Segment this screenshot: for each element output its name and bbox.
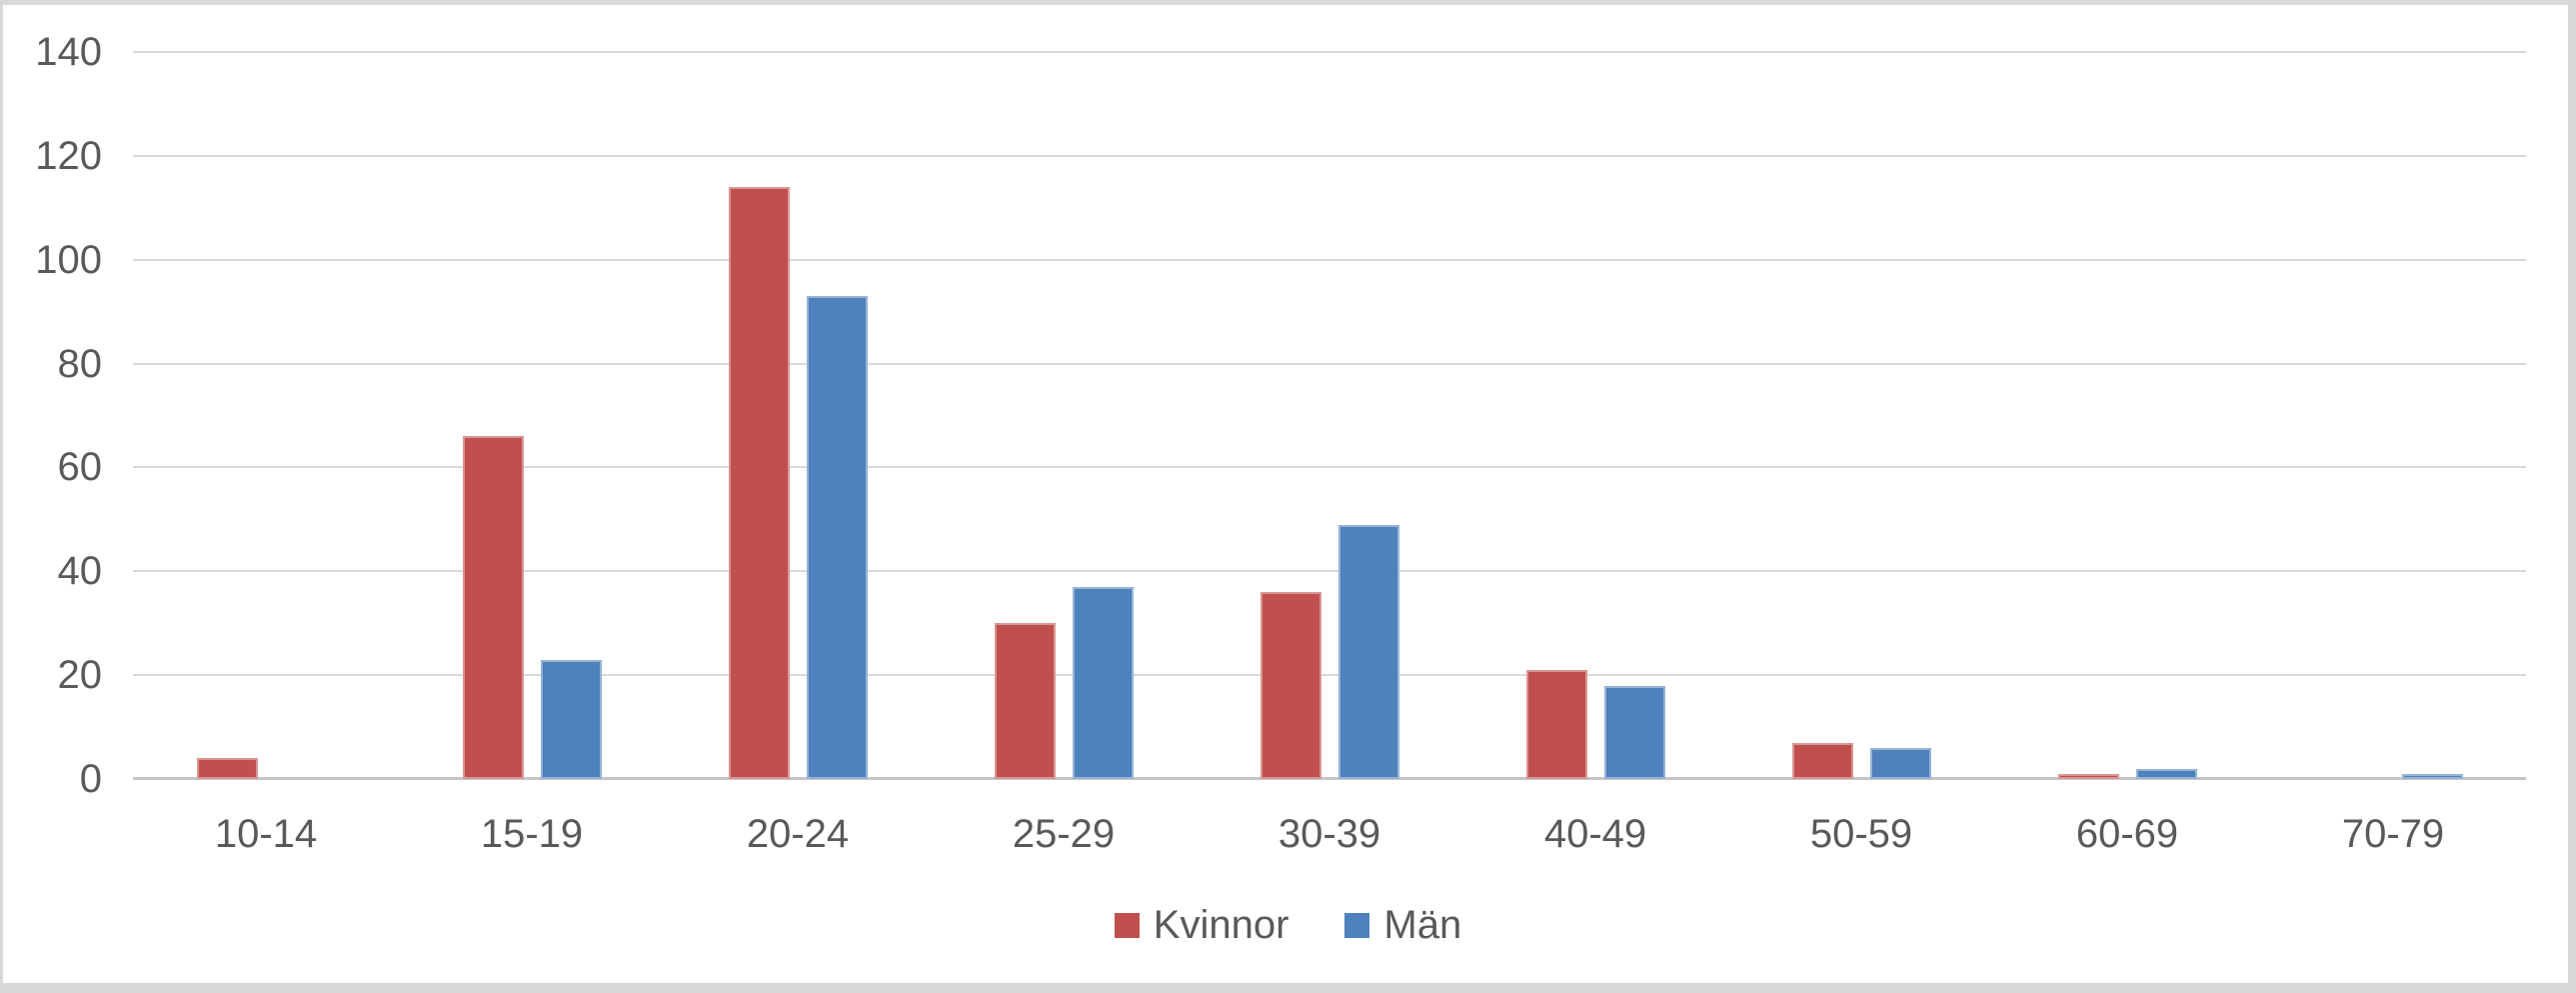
legend-item-man[interactable]: Män	[1344, 903, 1461, 948]
x-tick-label-60-69: 60-69	[2075, 812, 2179, 856]
gridline-120	[133, 154, 2526, 157]
x-tick-label-70-79: 70-79	[2341, 812, 2445, 856]
y-tick-label-0: 0	[79, 757, 102, 801]
bar-män-40-49[interactable]	[1603, 686, 1665, 779]
y-tick-label-100: 100	[35, 237, 102, 282]
bar-kvinnor-10-14[interactable]	[196, 758, 258, 779]
bar-kvinnor-25-29[interactable]	[994, 623, 1056, 779]
x-tick-label-50-59: 50-59	[1809, 812, 1913, 856]
gridline-140	[133, 51, 2526, 53]
bar-män-20-24[interactable]	[806, 296, 868, 779]
legend-swatch-kvinnor-icon	[1114, 913, 1140, 938]
category-slot-60-69	[1994, 52, 2260, 779]
y-tick-label-140: 140	[35, 30, 102, 74]
bar-män-70-79[interactable]	[2401, 774, 2463, 779]
category-slot-20-24	[665, 52, 931, 779]
x-tick-label-15-19: 15-19	[480, 812, 584, 856]
bar-män-30-39[interactable]	[1337, 525, 1399, 779]
bar-kvinnor-20-24[interactable]	[728, 187, 790, 779]
y-tick-label-20: 20	[57, 653, 103, 698]
category-slot-70-79	[2260, 52, 2526, 779]
category-slot-50-59	[1728, 52, 1994, 779]
bar-kvinnor-60-69[interactable]	[2057, 774, 2119, 779]
gridline-80	[133, 362, 2526, 365]
legend-swatch-man-icon	[1344, 913, 1370, 938]
y-tick-label-40: 40	[57, 549, 103, 594]
category-slot-30-39	[1197, 52, 1462, 779]
bar-kvinnor-50-59[interactable]	[1791, 743, 1853, 779]
bar-män-60-69[interactable]	[2135, 769, 2197, 779]
plot-area	[133, 51, 2526, 780]
bar-män-50-59[interactable]	[1869, 748, 1931, 779]
x-tick-label-25-29: 25-29	[1012, 812, 1116, 856]
gridline-60	[133, 466, 2526, 469]
category-slot-25-29	[931, 52, 1197, 779]
category-slot-15-19	[399, 52, 665, 779]
gridline-40	[133, 570, 2526, 573]
category-slot-40-49	[1462, 52, 1728, 779]
x-tick-label-40-49: 40-49	[1543, 812, 1647, 856]
bar-män-25-29[interactable]	[1072, 587, 1134, 779]
legend-item-kvinnor[interactable]: Kvinnor	[1114, 903, 1289, 948]
bar-kvinnor-30-39[interactable]	[1260, 592, 1321, 779]
y-tick-label-120: 120	[35, 133, 102, 178]
x-tick-label-20-24: 20-24	[746, 812, 850, 856]
category-slot-10-14	[133, 52, 399, 779]
y-tick-label-60: 60	[57, 445, 103, 490]
bar-kvinnor-40-49[interactable]	[1525, 670, 1587, 779]
x-axis-line	[133, 777, 2526, 780]
gridline-20	[133, 674, 2526, 677]
bar-män-15-19[interactable]	[540, 660, 602, 779]
legend-label-man: Män	[1383, 903, 1462, 947]
legend-label-kvinnor: Kvinnor	[1153, 903, 1289, 947]
x-tick-label-10-14: 10-14	[214, 812, 318, 856]
bar-kvinnor-15-19[interactable]	[462, 436, 524, 779]
y-tick-label-80: 80	[57, 341, 103, 386]
x-tick-label-30-39: 30-39	[1278, 812, 1381, 856]
gridline-100	[133, 258, 2526, 261]
legend: Kvinnor Män	[0, 903, 2576, 948]
